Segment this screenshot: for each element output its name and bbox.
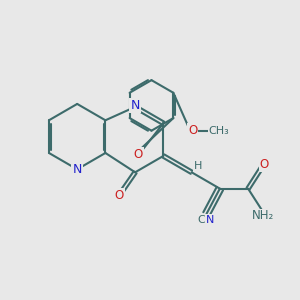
- Text: O: O: [260, 158, 269, 171]
- Text: CH₃: CH₃: [208, 126, 229, 136]
- Text: O: O: [188, 124, 197, 137]
- Text: O: O: [134, 148, 143, 161]
- Text: C: C: [197, 215, 205, 225]
- Text: NH₂: NH₂: [252, 209, 274, 223]
- Text: N: N: [206, 215, 214, 225]
- Text: O: O: [115, 189, 124, 202]
- Text: N: N: [130, 99, 140, 112]
- Text: H: H: [194, 161, 202, 171]
- Text: N: N: [73, 163, 82, 176]
